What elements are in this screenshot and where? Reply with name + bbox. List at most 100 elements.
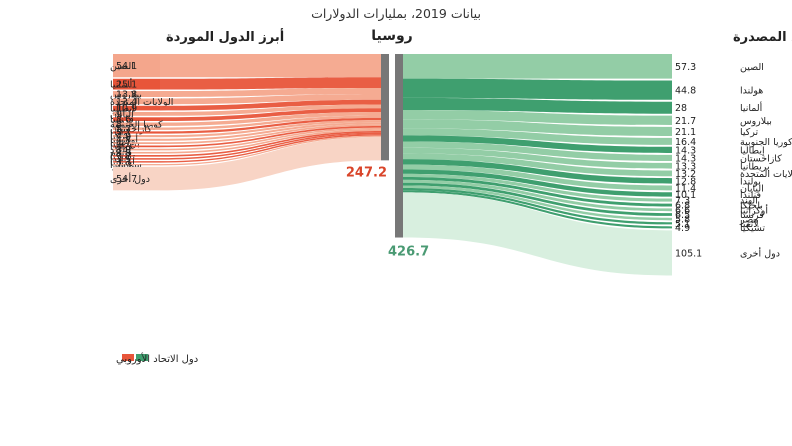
export-flow bbox=[403, 185, 672, 221]
import-value: 3.9 bbox=[116, 145, 131, 156]
export-country-label: فنلندا bbox=[740, 190, 761, 201]
import-value: 13.8 bbox=[116, 90, 137, 101]
import-node bbox=[113, 164, 160, 166]
export-value: 14.3 bbox=[675, 153, 696, 164]
import-node bbox=[113, 54, 160, 78]
left-header: أبرز الدول الموردة bbox=[166, 28, 284, 45]
export-flow bbox=[403, 182, 672, 216]
import-flow bbox=[160, 122, 381, 141]
import-value: 9 bbox=[116, 109, 122, 120]
import-flow bbox=[160, 104, 381, 116]
export-country-label: كوريا الجنوبية bbox=[740, 137, 792, 148]
import-value: 5.7 bbox=[116, 124, 131, 135]
import-value: 54.7 bbox=[116, 174, 137, 185]
import-flow bbox=[160, 129, 381, 154]
import-node bbox=[113, 138, 160, 141]
import-flow bbox=[160, 54, 381, 78]
export-flow bbox=[403, 173, 672, 202]
import-value: 13.4 bbox=[116, 97, 137, 108]
import-country-label: إيطاليا bbox=[110, 104, 135, 115]
export-flow bbox=[403, 190, 672, 229]
import-value: 25.1 bbox=[116, 80, 137, 91]
export-value: 44.8 bbox=[675, 86, 696, 97]
import-country-label: الهند bbox=[110, 145, 128, 156]
export-flow bbox=[403, 128, 672, 145]
import-country-label: الصين bbox=[110, 61, 134, 72]
export-country-label: كازاخستان bbox=[740, 153, 782, 164]
import-country-label: تشيكيا bbox=[110, 151, 135, 162]
export-country-label: بولندا bbox=[740, 176, 761, 187]
import-value: 54.1 bbox=[116, 61, 137, 72]
import-flow bbox=[160, 134, 381, 163]
import-country-label: كازاخستان bbox=[110, 124, 152, 135]
export-value: 14.3 bbox=[675, 145, 696, 156]
import-flow bbox=[160, 127, 381, 151]
center-bar-imports bbox=[381, 54, 389, 161]
export-country-label: لاتفيا bbox=[740, 219, 759, 230]
export-country-label: تشيكيا bbox=[740, 223, 765, 234]
import-flow bbox=[160, 136, 381, 191]
import-node bbox=[113, 166, 160, 191]
export-country-label: فرنسا bbox=[740, 210, 764, 221]
legend-label: دول الاتحاد الأوروبي bbox=[116, 352, 198, 365]
import-node bbox=[113, 111, 160, 116]
import-value: 4.1 bbox=[116, 139, 131, 150]
import-flow bbox=[160, 112, 381, 126]
import-node bbox=[113, 158, 160, 160]
import-country-label: الولايات المتحدة bbox=[110, 97, 173, 108]
import-value: 3.3 bbox=[116, 157, 131, 168]
import-value: 3.7 bbox=[116, 151, 131, 162]
chart-title: بيانات 2019، بمليارات الدولارات bbox=[311, 6, 481, 22]
export-value: 21.7 bbox=[675, 116, 696, 127]
import-node bbox=[113, 78, 160, 90]
import-country-label: بريطانيا bbox=[110, 139, 140, 150]
import-node bbox=[113, 91, 160, 97]
export-country-label: بلجيكا bbox=[740, 201, 763, 212]
export-value: 105.1 bbox=[675, 248, 702, 259]
export-value: 13.2 bbox=[675, 169, 696, 180]
export-value: 6.6 bbox=[675, 205, 690, 216]
legend-swatch-export bbox=[136, 354, 148, 361]
import-country-label: بولندا bbox=[110, 128, 131, 139]
import-value: 8.6 bbox=[116, 115, 131, 126]
export-flow bbox=[403, 159, 672, 184]
export-flow bbox=[403, 192, 672, 276]
export-flow bbox=[403, 109, 672, 125]
import-node bbox=[113, 127, 160, 130]
import-node bbox=[113, 161, 160, 163]
import-value: 5.1 bbox=[116, 128, 131, 139]
import-country-label: فيتنام bbox=[110, 148, 132, 159]
export-country-label: بيلاروس bbox=[740, 116, 772, 127]
import-flow bbox=[160, 117, 381, 134]
import-country-label: تركيا bbox=[110, 132, 129, 143]
export-value: 6.5 bbox=[675, 210, 690, 221]
import-node bbox=[113, 135, 160, 138]
import-value: 4.9 bbox=[116, 132, 131, 143]
right-header: أبرز الدول المصدرة bbox=[733, 28, 792, 45]
export-country-label: ألمانيا bbox=[740, 101, 763, 114]
import-country-label: ألمانيا bbox=[110, 78, 133, 91]
export-flow bbox=[403, 153, 672, 177]
import-flow bbox=[160, 108, 381, 122]
export-value: 57.3 bbox=[675, 62, 696, 73]
import-country-label: فنلندا bbox=[110, 154, 131, 165]
import-country-label: إسبانيا bbox=[110, 157, 135, 168]
import-flow bbox=[160, 124, 381, 145]
export-flow bbox=[403, 141, 672, 161]
import-value: 4 bbox=[116, 142, 122, 153]
center-label: روسيا bbox=[371, 28, 413, 44]
export-flow bbox=[403, 97, 672, 114]
export-value: 4.9 bbox=[675, 223, 690, 234]
import-node bbox=[113, 131, 160, 134]
export-country-label: الولايات المتحدة bbox=[740, 169, 792, 180]
import-country-label: كوريا الجنوبية bbox=[110, 120, 163, 131]
import-value: 3.8 bbox=[116, 148, 131, 159]
import-node bbox=[113, 155, 160, 157]
export-country-label: هولندا bbox=[740, 86, 763, 97]
export-flow bbox=[403, 176, 672, 207]
export-flow bbox=[403, 135, 672, 153]
import-node bbox=[113, 142, 160, 145]
import-node bbox=[113, 145, 160, 148]
